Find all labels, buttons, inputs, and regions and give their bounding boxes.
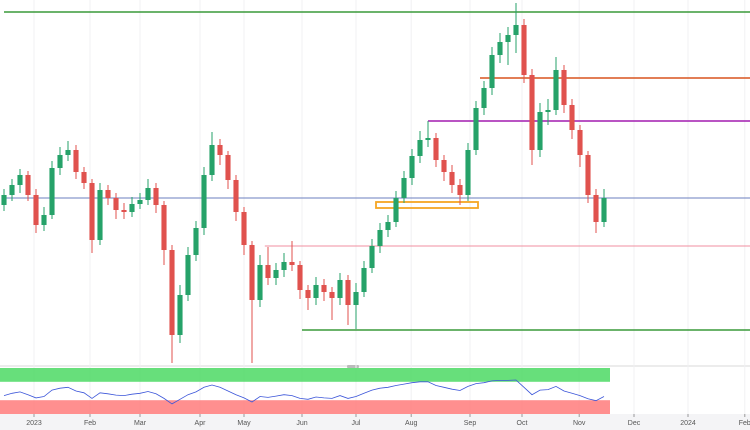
candle-body (265, 265, 271, 278)
candle-body (129, 204, 135, 212)
x-tick-label: Feb (84, 420, 96, 427)
candle-body (1, 195, 7, 205)
candle-body (193, 228, 199, 255)
candle-body (441, 160, 447, 172)
candle-body (105, 190, 111, 198)
x-tick-label: Nov (573, 420, 586, 427)
candle-body (521, 25, 527, 75)
x-tick-label: 2023 (26, 420, 42, 427)
candle-body (321, 285, 327, 292)
x-tick-label: Mar (134, 420, 147, 427)
candle-body (137, 200, 143, 204)
candle-body (25, 175, 31, 195)
x-tick-label: Dec (628, 420, 641, 427)
x-tick-label: Oct (517, 420, 528, 427)
candle-body (577, 130, 583, 155)
candle-body (433, 138, 439, 160)
candle-body (513, 25, 519, 35)
candle-body (225, 155, 231, 180)
candle-body (57, 155, 63, 168)
candle-body (89, 183, 95, 240)
candle-body (489, 55, 495, 88)
candle-body (257, 265, 263, 300)
candle-body (417, 140, 423, 156)
candle-body (73, 150, 79, 172)
candle-body (473, 108, 479, 150)
candle-body (81, 172, 87, 183)
candle-body (289, 262, 295, 265)
pane-handle[interactable] (347, 365, 359, 368)
candle-body (449, 172, 455, 185)
candle-body (409, 156, 415, 178)
x-tick-label: Aug (405, 420, 418, 427)
candle-body (537, 112, 543, 150)
x-tick-label: May (237, 420, 251, 427)
candle-body (49, 168, 55, 215)
candle-body (345, 280, 351, 305)
candle-body (505, 35, 511, 42)
candle-body (481, 88, 487, 108)
candle-body (273, 270, 279, 278)
x-tick-label: Apr (195, 420, 207, 427)
candle-body (161, 205, 167, 250)
candle-body (393, 198, 399, 222)
x-tick-label: Jul (352, 420, 361, 427)
candle-body (361, 268, 367, 292)
candle-body (41, 215, 47, 225)
candle-body (249, 245, 255, 300)
candle-body (553, 70, 559, 110)
candle-body (145, 188, 151, 200)
candle-body (281, 262, 287, 270)
candle-body (305, 290, 311, 298)
candle-body (465, 150, 471, 195)
candle-body (401, 178, 407, 198)
candle-body (153, 188, 159, 205)
candle-body (425, 138, 431, 140)
candle-body (233, 180, 239, 212)
candle-body (241, 212, 247, 245)
x-tick-label: 2024 (680, 420, 696, 427)
candle-body (65, 150, 71, 155)
candle-body (585, 155, 591, 195)
candle-body (497, 42, 503, 55)
candle-body (313, 285, 319, 298)
candle-body (97, 190, 103, 240)
candle-body (17, 175, 23, 185)
rsi-band (0, 368, 610, 382)
time-axis (0, 414, 750, 430)
x-tick-label: Feb (739, 420, 750, 427)
candle-body (329, 292, 335, 298)
candle-body (457, 185, 463, 195)
candle-body (177, 295, 183, 335)
candle-body (297, 265, 303, 290)
candle-body (561, 70, 567, 105)
candle-body (169, 250, 175, 335)
candle-body (33, 195, 39, 225)
candle-body (217, 145, 223, 155)
candle-body (353, 292, 359, 305)
x-tick-label: Sep (464, 420, 477, 427)
zone-box (375, 201, 479, 209)
candle-body (569, 105, 575, 130)
candle-body (369, 246, 375, 268)
candle-body (545, 110, 551, 112)
candle-body (209, 145, 215, 175)
candle-body (121, 210, 127, 212)
candle-body (377, 230, 383, 246)
candle-body (337, 280, 343, 298)
rsi-band (0, 400, 610, 414)
candle-body (385, 222, 391, 230)
candle-body (593, 195, 599, 222)
candle-body (113, 198, 119, 210)
candle-body (529, 75, 535, 150)
rsi-line (3, 379, 605, 405)
candle-body (9, 185, 15, 195)
candle-body (201, 175, 207, 228)
x-tick-label: Jun (296, 420, 307, 427)
candle-body (601, 198, 607, 222)
candle-body (185, 255, 191, 295)
